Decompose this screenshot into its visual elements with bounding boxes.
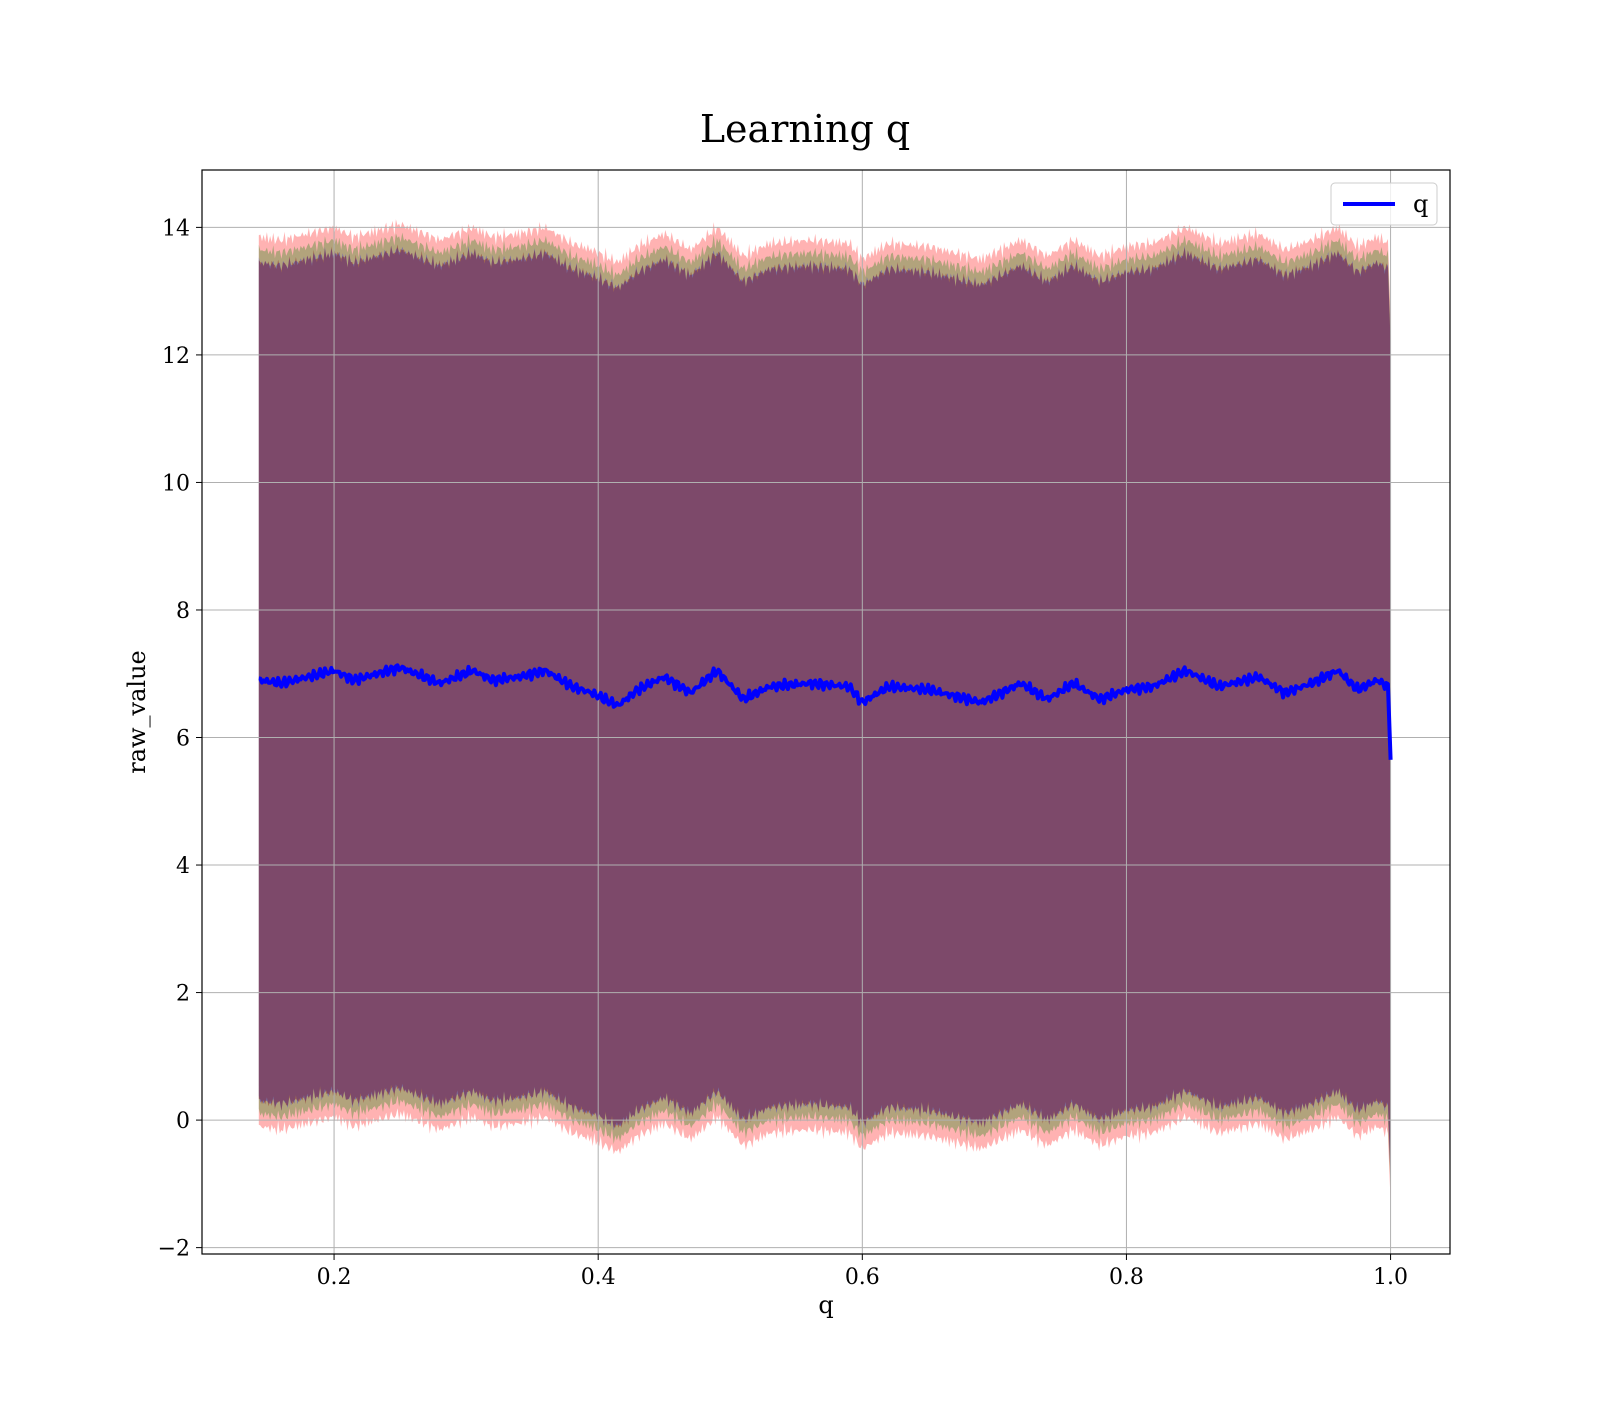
x-tick-label-4: 1.0 bbox=[1373, 1265, 1408, 1290]
y-tick-label-5: 8 bbox=[176, 599, 190, 624]
confidence-band-0 bbox=[258, 219, 1391, 1203]
chart-title: Learning q bbox=[700, 107, 910, 151]
y-tick-label-1: 0 bbox=[176, 1109, 190, 1134]
grid-layer bbox=[202, 170, 1450, 1254]
bands-layer bbox=[258, 219, 1391, 1203]
x-tick-label-2: 0.6 bbox=[845, 1265, 880, 1290]
y-tick-label-7: 12 bbox=[162, 344, 190, 369]
y-tick-label-8: 14 bbox=[162, 216, 190, 241]
x-axis-label: q bbox=[818, 1291, 833, 1319]
legend: q bbox=[1330, 182, 1438, 226]
y-tick-label-6: 10 bbox=[162, 471, 190, 496]
x-tick-label-1: 0.4 bbox=[581, 1265, 616, 1290]
series-line-q bbox=[258, 663, 1393, 760]
confidence-band-3 bbox=[258, 244, 1391, 1184]
y-tick-label-2: 2 bbox=[176, 982, 190, 1007]
y-tick-label-3: 4 bbox=[176, 854, 190, 879]
y-axis-label: raw_value bbox=[123, 650, 151, 774]
y-tick-label-4: 6 bbox=[176, 727, 190, 752]
x-tick-label-3: 0.8 bbox=[1109, 1265, 1144, 1290]
x-tick-label-0: 0.2 bbox=[317, 1265, 352, 1290]
confidence-band-2 bbox=[258, 245, 1391, 1181]
ticks-layer: 0.2 0.4 0.6 0.8 1.0 −2 0 2 4 6 8 10 12 14 bbox=[158, 216, 1409, 1290]
confidence-band-1 bbox=[258, 232, 1391, 1191]
y-tick-label-0: −2 bbox=[158, 1237, 190, 1262]
legend-label-q: q bbox=[1413, 190, 1428, 218]
series-layer bbox=[258, 663, 1393, 760]
plot-frame bbox=[201, 169, 1451, 1255]
